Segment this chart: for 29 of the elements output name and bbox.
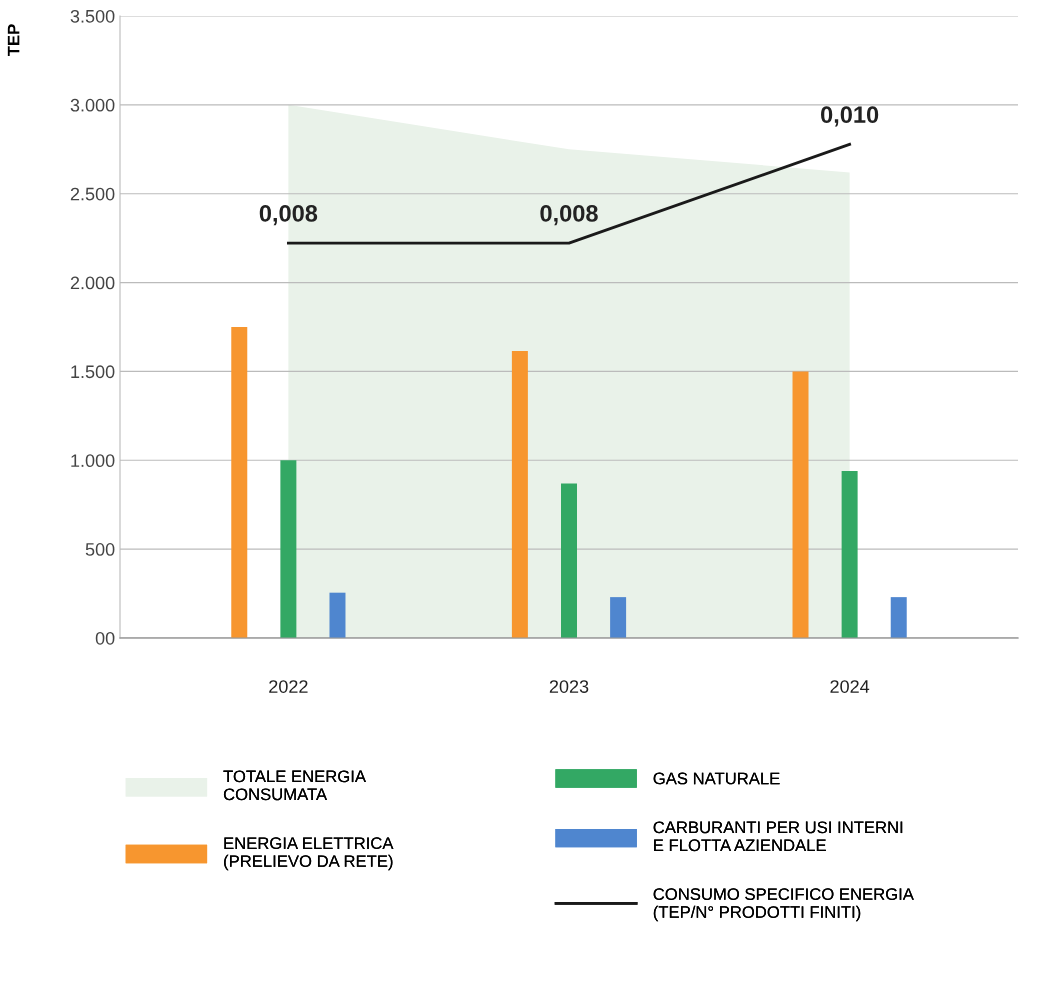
bar — [792, 371, 809, 638]
data-label: 0,010 — [821, 106, 879, 127]
legend-label: GAS NATURALE — [653, 772, 780, 785]
legend-label: CARBURANTI PER USI INTERNI E FLOTTA AZIENDALE — [653, 821, 903, 852]
y-tick-label: 00 — [95, 631, 115, 645]
y-tick-label: 2.000 — [70, 276, 115, 290]
legend-label: CONSUMO SPECIFICO ENERGIA (TEP/N° PRODOTTI FINITI) — [653, 888, 914, 922]
y-axis-title: TEP — [7, 24, 20, 57]
x-tick-label: 2023 — [549, 680, 589, 693]
x-tick-label: 2022 — [269, 680, 308, 693]
y-tick-label: 500 — [85, 543, 115, 556]
x-tick-label: 2024 — [830, 680, 870, 693]
legend-label: ENERGIA ELETTRICA (PRELIEVO DA RETE) — [224, 837, 394, 871]
bar — [511, 350, 528, 638]
y-tick-label: 1.500 — [71, 365, 115, 379]
y-tick-label: 3.000 — [70, 98, 115, 112]
data-label: 0,008 — [540, 205, 598, 226]
legend-label: TOTALE ENERGIA CONSUMATA — [223, 770, 366, 801]
bar — [329, 592, 346, 638]
y-tick-label: 3.500 — [70, 9, 115, 23]
bar — [561, 483, 577, 638]
bar — [841, 470, 858, 638]
bar — [610, 597, 627, 638]
bar — [280, 460, 297, 638]
y-tick-label: 1.000 — [71, 454, 115, 468]
data-label: 0,008 — [259, 205, 318, 226]
bar — [231, 327, 248, 638]
y-tick-label: 2.500 — [70, 187, 115, 201]
bar — [890, 597, 907, 638]
